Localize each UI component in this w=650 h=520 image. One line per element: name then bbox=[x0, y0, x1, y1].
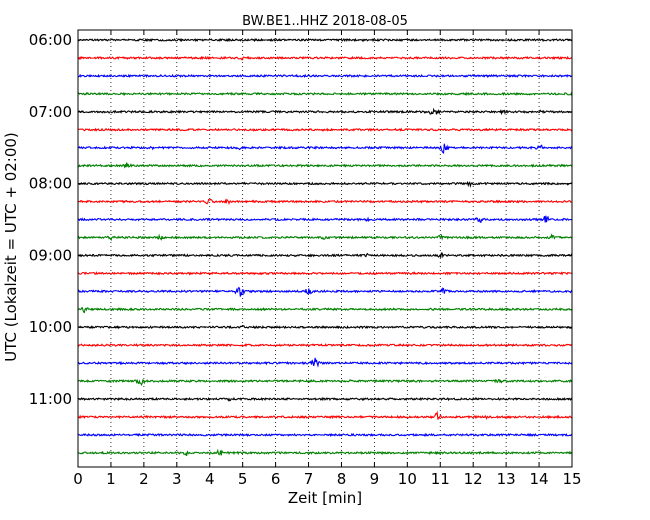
seismic-trace bbox=[77, 324, 573, 330]
seismic-trace bbox=[77, 233, 573, 242]
seismic-trace bbox=[77, 91, 573, 97]
y-tick-label: 07:00 bbox=[29, 103, 72, 121]
x-tick-label: 4 bbox=[205, 470, 215, 488]
y-tick-label: 06:00 bbox=[29, 31, 72, 49]
x-tick-label: 15 bbox=[562, 470, 581, 488]
seismic-trace bbox=[77, 127, 573, 132]
seismic-trace bbox=[77, 198, 573, 206]
seismic-trace bbox=[77, 252, 573, 259]
seismic-trace bbox=[77, 306, 573, 314]
y-tick-label: 10:00 bbox=[29, 318, 72, 336]
grid-lines bbox=[110, 30, 540, 467]
x-tick-label: 2 bbox=[139, 470, 149, 488]
x-tick-label: 5 bbox=[238, 470, 248, 488]
y-axis-ticks: 06:00 07:00 08:00 09:00 10:00 11:00 bbox=[29, 31, 572, 408]
x-tick-label: 8 bbox=[337, 470, 347, 488]
seismic-trace bbox=[77, 410, 573, 420]
x-tick-label: 1 bbox=[106, 470, 116, 488]
seismic-trace bbox=[77, 143, 573, 155]
chart-title: BW.BE1..HHZ 2018-08-05 bbox=[242, 14, 408, 29]
x-tick-label: 0 bbox=[73, 470, 83, 488]
seismic-trace bbox=[77, 286, 573, 297]
x-tick-label: 13 bbox=[497, 470, 516, 488]
seismic-trace bbox=[77, 448, 573, 456]
x-tick-label: 12 bbox=[464, 470, 483, 488]
seismic-trace bbox=[77, 357, 573, 368]
x-tick-label: 10 bbox=[398, 470, 417, 488]
x-tick-label: 3 bbox=[172, 470, 182, 488]
y-tick-label: 11:00 bbox=[29, 390, 72, 408]
seismic-trace bbox=[77, 37, 573, 43]
y-tick-label: 08:00 bbox=[29, 175, 72, 193]
seismic-trace bbox=[77, 180, 573, 188]
x-axis-ticks: 0 1 2 3 4 5 6 7 8 9 10 11 12 13 14 15 bbox=[73, 30, 582, 488]
trace-lines bbox=[77, 37, 573, 456]
seismic-trace bbox=[77, 396, 573, 402]
seismic-trace bbox=[77, 107, 573, 116]
plot-frame bbox=[77, 29, 573, 468]
seismic-trace bbox=[77, 55, 573, 61]
seismic-trace bbox=[77, 378, 573, 387]
x-tick-label: 11 bbox=[431, 470, 450, 488]
seismic-trace bbox=[77, 271, 573, 276]
x-tick-label: 9 bbox=[370, 470, 380, 488]
x-tick-label: 7 bbox=[304, 470, 314, 488]
y-tick-label: 09:00 bbox=[29, 246, 72, 264]
x-tick-label: 14 bbox=[530, 470, 549, 488]
seismic-trace bbox=[77, 215, 573, 223]
x-axis-label: Zeit [min] bbox=[288, 489, 362, 507]
seismic-trace bbox=[77, 162, 573, 169]
seismic-trace bbox=[77, 73, 573, 79]
seismic-trace bbox=[77, 342, 573, 348]
x-tick-label: 6 bbox=[271, 470, 281, 488]
seismic-trace bbox=[77, 432, 573, 438]
y-axis-label: UTC (Lokalzeit = UTC + 02:00) bbox=[2, 132, 20, 362]
